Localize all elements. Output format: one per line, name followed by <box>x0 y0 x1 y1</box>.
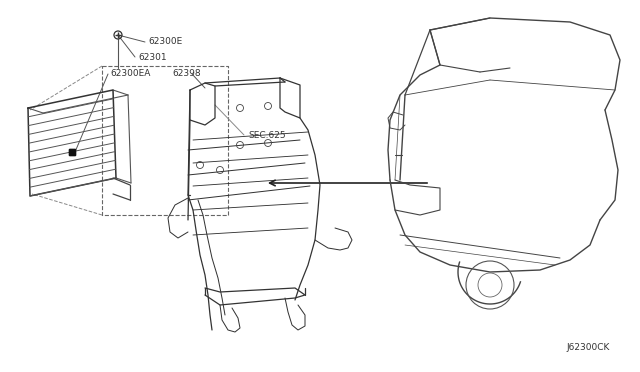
Text: 62398: 62398 <box>172 70 200 78</box>
Text: 62301: 62301 <box>138 52 166 61</box>
Text: 62300EA: 62300EA <box>110 70 150 78</box>
Text: 62300E: 62300E <box>148 38 182 46</box>
Text: SEC.625: SEC.625 <box>248 131 285 141</box>
Text: J62300CK: J62300CK <box>566 343 610 352</box>
